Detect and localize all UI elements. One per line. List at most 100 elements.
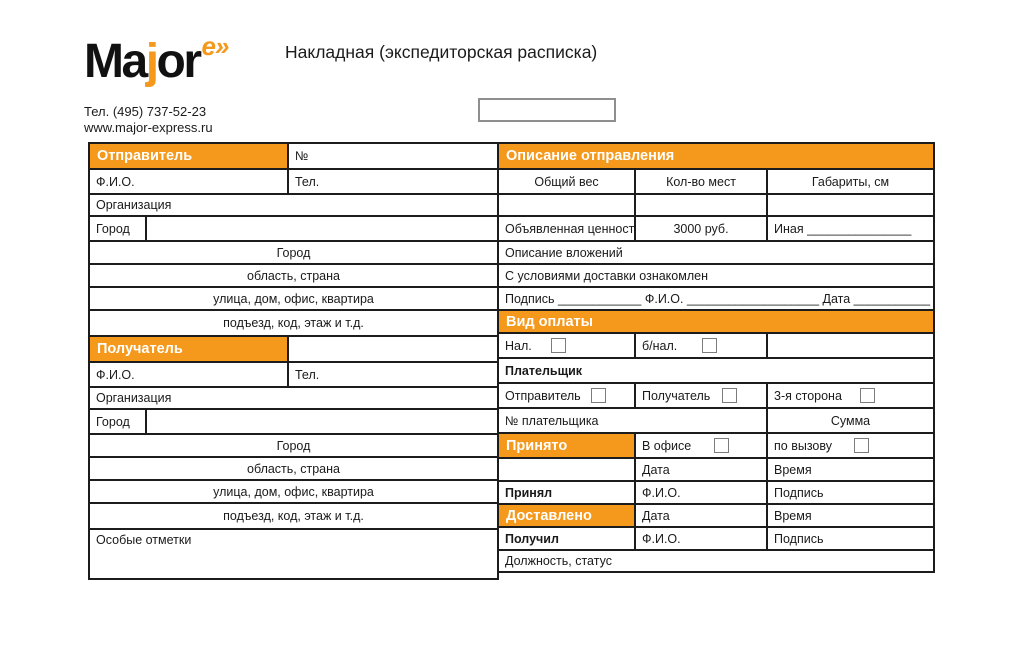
declared-value-default: 3000 руб.	[634, 215, 768, 242]
table-row: Объявленная ценность 3000 руб. Иная ____…	[497, 215, 936, 242]
sender-city-caption: Город	[88, 240, 499, 265]
on-call-label: по вызову	[774, 438, 832, 453]
payer-sender-checkbox[interactable]	[591, 388, 606, 403]
payer-third-party-cell: 3-я сторона	[765, 382, 936, 409]
table-row: Описание отправления	[496, 142, 936, 170]
cashless-cell: б/нал.	[634, 332, 768, 359]
waybill-number-box[interactable]	[478, 98, 616, 122]
payer-sender-label: Отправитель	[505, 388, 581, 403]
table-row: Отправитель №	[88, 142, 499, 170]
special-notes-label: Особые отметки	[88, 528, 499, 580]
recipient-org-label: Организация	[88, 386, 499, 410]
cashless-checkbox[interactable]	[702, 338, 717, 353]
recipient-number-cell	[287, 335, 499, 363]
recipient-city-caption: Город	[88, 433, 499, 458]
contents-label: Описание вложений	[496, 240, 936, 265]
sender-section-header: Отправитель	[88, 142, 289, 170]
accepted-by-label: Принял	[497, 480, 636, 505]
accepted-fio-label: Ф.И.О.	[634, 480, 768, 505]
table-row: № плательщика Сумма	[497, 407, 936, 434]
payer-recipient-checkbox[interactable]	[722, 388, 737, 403]
dimensions-label: Габариты, см	[765, 168, 936, 195]
accepted-time-label: Время	[765, 457, 936, 482]
logo-text-j: j	[145, 35, 159, 88]
logo-text-or: or	[156, 35, 203, 88]
major-logo: Majore»	[84, 33, 229, 88]
payer-sender-cell: Отправитель	[497, 382, 636, 409]
table-row: Описание вложений	[496, 240, 936, 265]
waybill-form: Отправитель № Ф.И.О. Тел. Организация Го…	[88, 142, 936, 580]
table-row: Принято В офисе по вызову	[497, 432, 936, 459]
table-row: Дата Время	[497, 457, 936, 482]
table-row: Город	[88, 215, 499, 242]
accepted-on-call-cell: по вызову	[765, 432, 936, 459]
in-office-label: В офисе	[642, 438, 692, 453]
payer-third-party-label: 3-я сторона	[774, 388, 842, 403]
accepted-in-office-cell: В офисе	[634, 432, 768, 459]
table-row	[497, 193, 936, 217]
sender-city-input-cell	[145, 215, 499, 242]
dimensions-input-cell	[765, 193, 936, 217]
table-row: подъезд, код, этаж и т.д.	[88, 502, 499, 530]
sender-tel-label: Тел.	[287, 168, 499, 195]
table-row: Особые отметки	[88, 528, 499, 580]
sum-label: Сумма	[765, 407, 936, 434]
recipient-fio-label: Ф.И.О.	[88, 361, 289, 388]
logo-text-ma: Ma	[84, 35, 148, 88]
delivered-time-label: Время	[765, 503, 936, 528]
payment-empty-cell	[765, 332, 936, 359]
sender-org-label: Организация	[88, 193, 499, 217]
sender-number-label: №	[287, 142, 499, 170]
weight-label: Общий вес	[497, 168, 636, 195]
table-row: улица, дом, офис, квартира	[88, 479, 499, 504]
sender-region-caption: область, страна	[88, 263, 499, 288]
position-status-label: Должность, статус	[496, 549, 936, 573]
declared-value-other: Иная _______________	[765, 215, 936, 242]
table-row: подъезд, код, этаж и т.д.	[88, 309, 499, 337]
accepted-signature-label: Подпись	[765, 480, 936, 505]
recipient-section-header: Получатель	[88, 335, 289, 363]
recipient-region-caption: область, страна	[88, 456, 499, 481]
table-row: Отправитель Получатель 3-я сторона	[497, 382, 936, 409]
signature-line: Подпись ____________ Ф.И.О. ____________…	[496, 286, 936, 311]
recipient-tel-label: Тел.	[287, 361, 499, 388]
table-row: Город	[88, 433, 499, 458]
sender-entrance-caption: подъезд, код, этаж и т.д.	[88, 309, 499, 337]
on-call-checkbox[interactable]	[854, 438, 869, 453]
delivered-fio-label: Ф.И.О.	[634, 526, 768, 551]
table-row: Подпись ____________ Ф.И.О. ____________…	[496, 286, 936, 311]
cash-checkbox[interactable]	[551, 338, 566, 353]
accepted-empty-cell	[497, 457, 636, 482]
delivered-section-header: Доставлено	[497, 503, 636, 528]
sender-street-caption: улица, дом, офис, квартира	[88, 286, 499, 311]
logo-express-mark: e»	[201, 31, 230, 61]
company-contacts: Тел. (495) 737-52-23 www.major-express.r…	[84, 104, 213, 135]
accepted-section-header: Принято	[497, 432, 636, 459]
payer-recipient-label: Получатель	[642, 388, 711, 403]
accepted-date-label: Дата	[634, 457, 768, 482]
table-row: Получил Ф.И.О. Подпись	[497, 526, 936, 551]
company-phone: Тел. (495) 737-52-23	[84, 104, 207, 119]
table-row: улица, дом, офис, квартира	[88, 286, 499, 311]
payer-recipient-cell: Получатель	[634, 382, 768, 409]
table-row: С условиями доставки ознакомлен	[496, 263, 936, 288]
in-office-checkbox[interactable]	[714, 438, 729, 453]
table-row: Ф.И.О. Тел.	[88, 168, 499, 195]
declared-value-label: Объявленная ценность	[497, 215, 636, 242]
sender-recipient-table: Отправитель № Ф.И.О. Тел. Организация Го…	[88, 142, 499, 580]
table-row: область, страна	[88, 263, 499, 288]
delivered-date-label: Дата	[634, 503, 768, 528]
shipment-section-header: Описание отправления	[496, 142, 936, 170]
sender-fio-label: Ф.И.О.	[88, 168, 289, 195]
payer-number-label: № плательщика	[497, 407, 768, 434]
table-row: Получатель	[88, 335, 499, 363]
table-row: Должность, статус	[496, 549, 936, 573]
payer-third-party-checkbox[interactable]	[860, 388, 875, 403]
table-row: Ф.И.О. Тел.	[88, 361, 499, 388]
places-input-cell	[634, 193, 768, 217]
recipient-street-caption: улица, дом, офис, квартира	[88, 479, 499, 504]
sender-city-label: Город	[88, 215, 147, 242]
table-row: Нал. б/нал.	[497, 332, 936, 359]
company-website: www.major-express.ru	[84, 119, 213, 135]
shipment-payment-table: Описание отправления Общий вес Кол-во ме…	[496, 142, 936, 573]
